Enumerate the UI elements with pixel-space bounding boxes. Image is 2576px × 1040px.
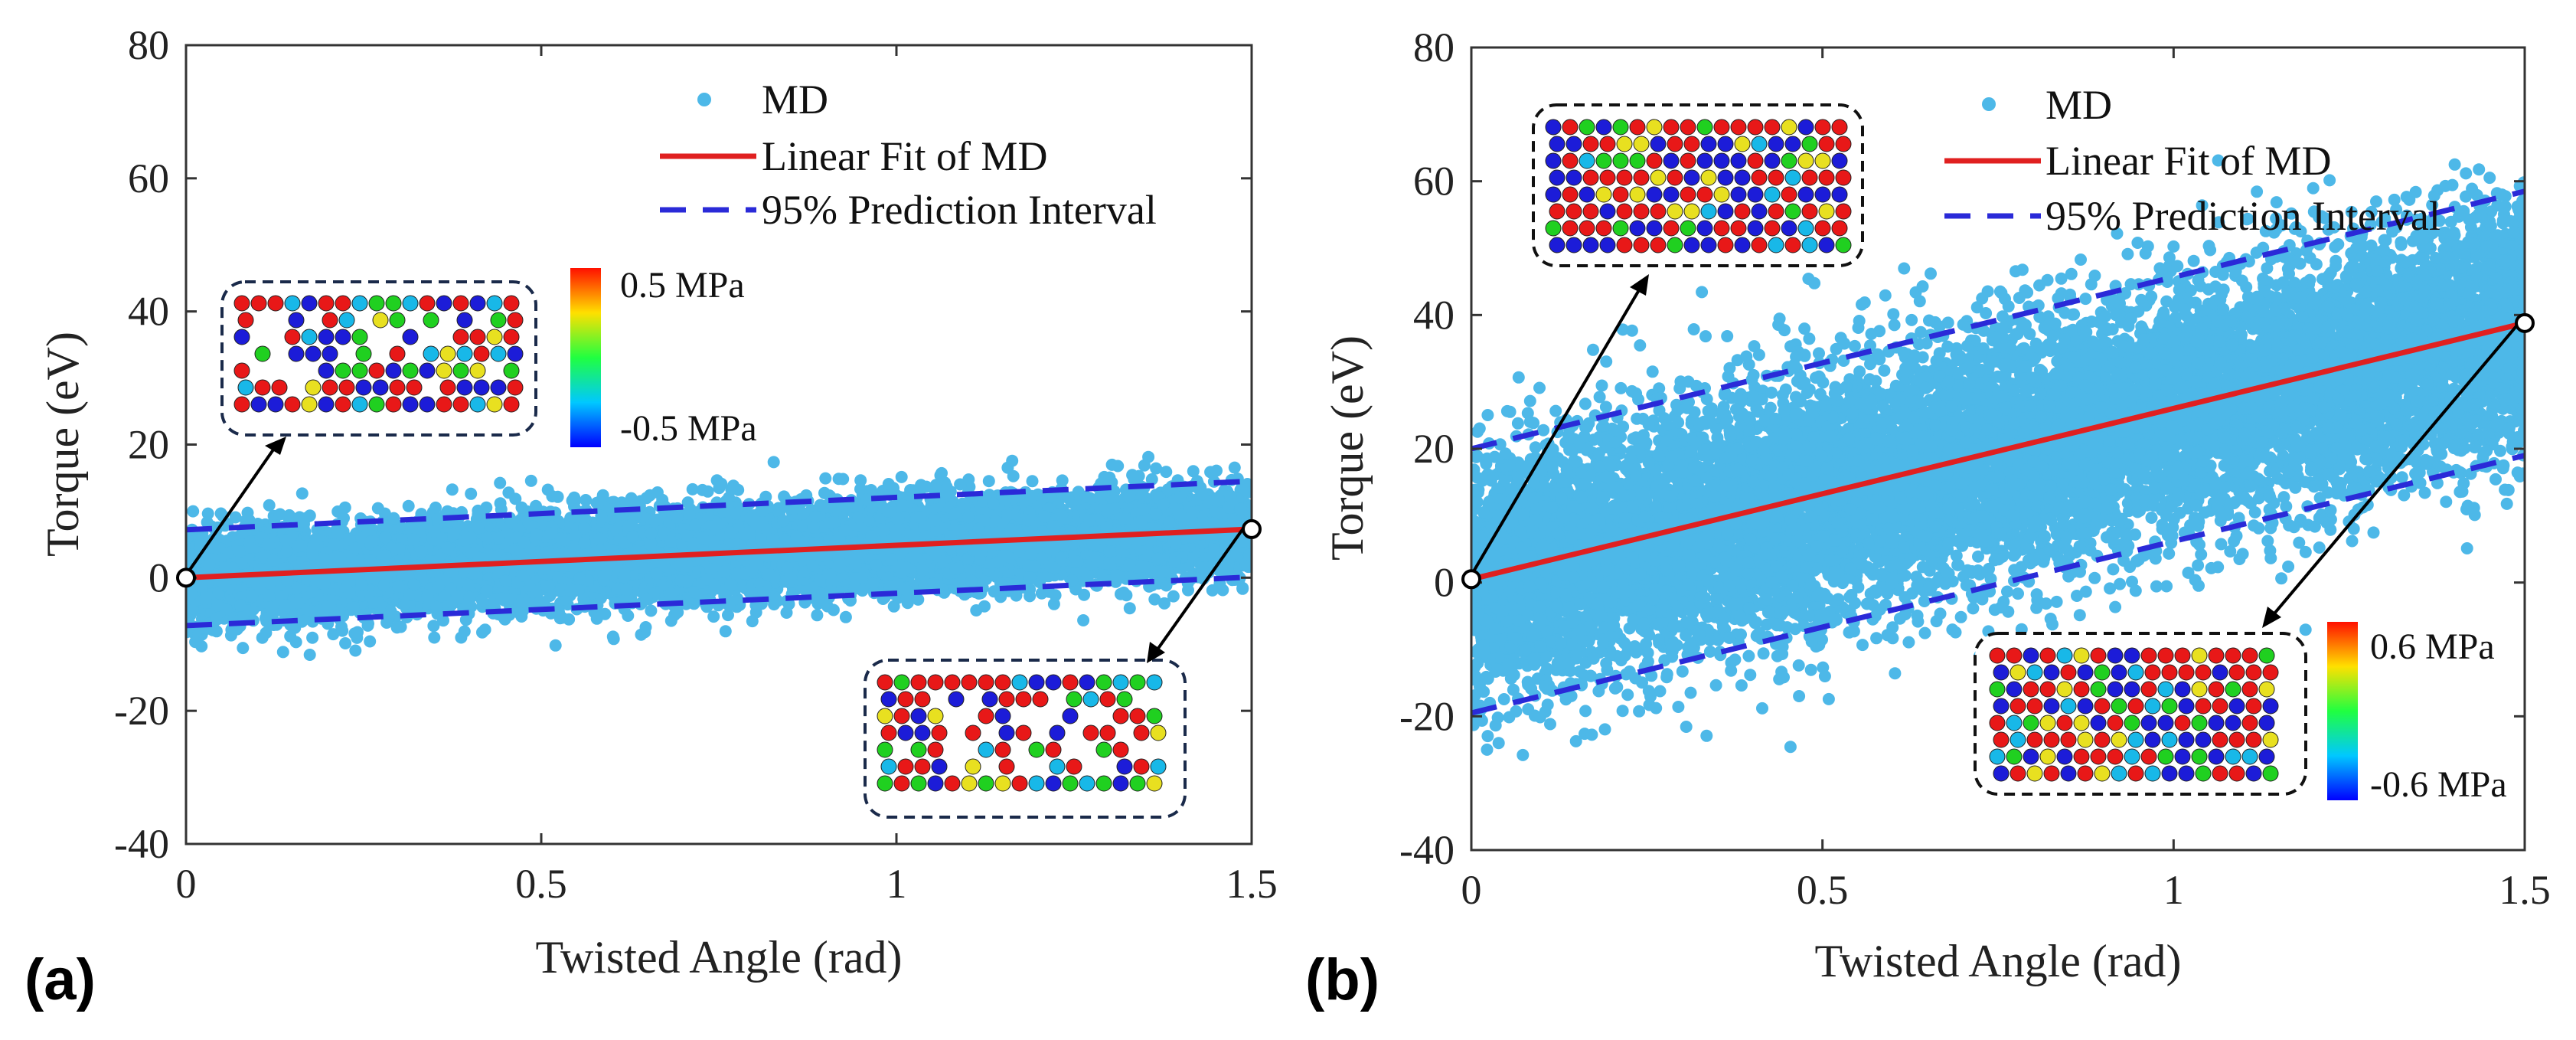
md-point	[645, 604, 658, 617]
md-point	[306, 631, 319, 644]
md-point	[1210, 464, 1223, 477]
md-point	[187, 505, 200, 518]
md-point	[303, 649, 316, 661]
md-point	[1026, 475, 1039, 488]
md-point	[1077, 614, 1090, 626]
md-point	[1006, 454, 1019, 467]
md-point	[229, 511, 242, 524]
md-point	[606, 630, 619, 643]
md-point	[295, 487, 309, 500]
md-point	[1150, 462, 1163, 475]
md-point	[1123, 602, 1136, 615]
md-point	[651, 486, 664, 499]
md-point	[1148, 593, 1161, 606]
md-point	[402, 499, 415, 512]
md-point	[1160, 466, 1173, 479]
md-point	[428, 631, 441, 644]
md-point	[446, 483, 459, 496]
md-point	[1145, 473, 1158, 486]
md-point	[237, 642, 250, 655]
md-point	[819, 472, 832, 485]
md-point	[580, 494, 593, 506]
md-point	[465, 487, 478, 500]
md-point	[476, 626, 488, 639]
md-point	[1228, 461, 1241, 474]
md-point	[263, 499, 276, 512]
md-point	[854, 474, 867, 487]
md-point	[549, 639, 562, 652]
md-point	[276, 646, 289, 659]
md-point	[707, 610, 720, 623]
md-point	[811, 609, 824, 622]
